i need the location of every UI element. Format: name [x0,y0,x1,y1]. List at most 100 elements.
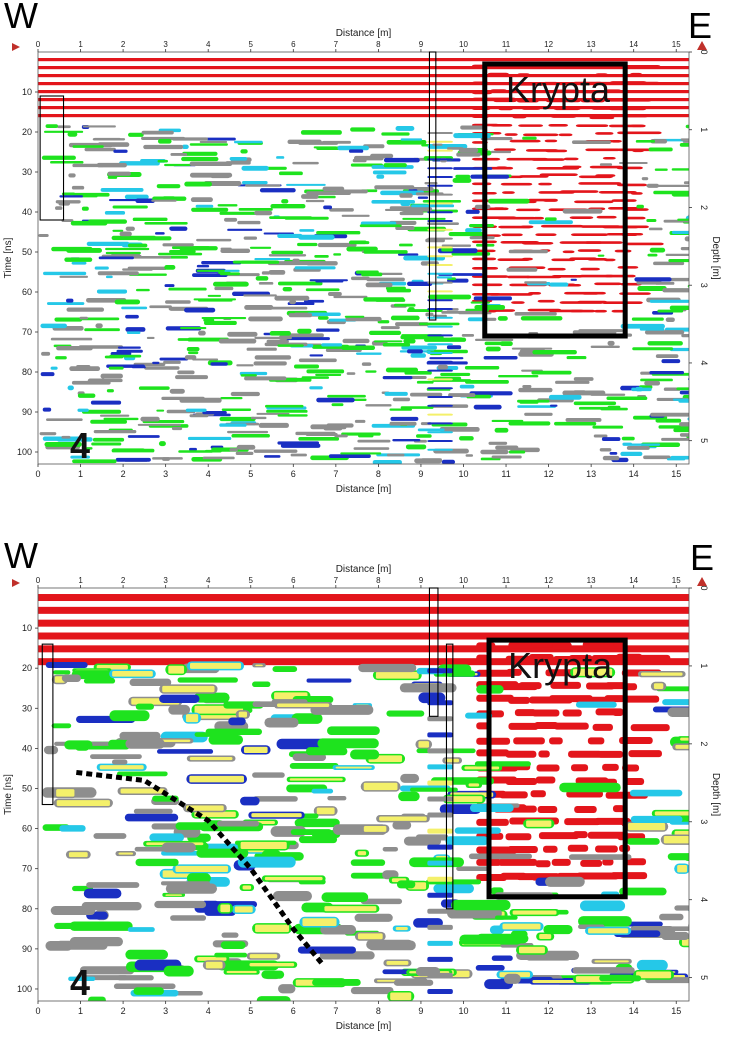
reflection-segment [244,305,274,310]
reflection-segment [266,409,308,413]
reflection-segment [653,261,685,266]
reflection-core [628,822,666,831]
reflection-segment [43,271,87,276]
depth-tick-label: 2 [699,741,709,746]
reflection-segment [350,127,376,132]
reflection-segment [384,391,408,396]
reflection-segment [93,137,121,141]
x-tick-label-bottom: 6 [291,469,296,479]
reflection-segment [351,276,370,281]
reflection-segment [465,228,482,233]
reflection-segment [538,832,580,840]
reflection-segment [292,258,300,263]
reflection-segment [505,750,537,758]
reflection-core [189,662,242,669]
reflection-segment [427,448,453,451]
reflection-segment [397,253,419,256]
reflection-segment [59,275,89,278]
reflection-segment [40,323,67,329]
reflection-segment [353,447,390,450]
reflection-segment [604,682,628,690]
reflection-segment [521,241,554,245]
reflection-segment [427,193,453,196]
reflection-segment [241,165,269,171]
reflection-segment [366,939,414,950]
reflection-segment [398,791,420,802]
reflection-segment [667,707,689,717]
x-tick-label-bottom: 1 [78,1006,83,1016]
reflection-segment [404,371,432,375]
reflection-segment [189,143,228,146]
reflection-segment [595,845,618,853]
reflection-segment [280,443,321,448]
reflection-segment [636,204,644,209]
x-tick-label-top: 11 [502,40,511,49]
reflection-segment [408,307,415,312]
reflection-segment [400,201,411,207]
reflection-core [653,683,664,690]
reflection-segment [156,184,181,189]
reflection-segment [124,194,149,200]
reflection-segment [264,717,299,728]
reflection-segment [285,337,330,341]
reflection-segment [427,290,453,293]
reflection-segment [427,908,453,914]
reflection-segment [159,357,189,361]
reflection-segment [480,449,509,455]
reflection-core [197,956,227,961]
reflection-segment [427,956,453,962]
reflection-segment [589,165,623,169]
reflection-segment [476,818,509,826]
x-tick-label-top: 3 [163,576,168,585]
reflection-segment [580,267,600,271]
reflection-band [38,74,689,78]
reflection-segment [298,836,338,844]
time-tick-label: 20 [22,663,32,673]
reflection-segment [631,654,671,662]
x-tick-label-bottom: 11 [501,469,510,479]
reflection-segment [622,443,661,446]
reflection-segment [125,738,165,749]
reflection-segment [427,828,453,834]
reflection-segment [175,822,214,830]
reflection-segment [400,773,420,783]
reflection-segment [552,89,581,93]
reflection-segment [323,205,333,210]
reflection-segment [427,325,453,328]
x-tick-label-bottom: 15 [671,1006,681,1016]
reflection-segment [426,222,459,225]
reflection-segment [508,421,551,426]
reflection-segment [235,451,254,455]
reflection-segment [483,356,518,360]
reflection-segment [673,428,689,433]
reflection-segment [472,91,493,95]
reflection-segment [88,219,127,224]
reflection-segment [544,139,558,143]
x-tick-label-bottom: 10 [458,1006,468,1016]
reflection-segment [578,916,632,927]
bottom-radargram-panel: 0 0 1 1 2 2 3 3 4 4 5 5 6 6 7 7 8 8 9 9 10 10 11 11 12 12 13 13 14 14… [0,530,735,1056]
reflection-segment [473,404,502,410]
reflection-segment [655,281,675,285]
reflection-segment [437,364,449,370]
reflection-segment [258,422,289,428]
reflection-segment [194,732,236,737]
reflection-segment [518,124,543,127]
reflection-segment [506,267,538,272]
reflection-segment [640,378,673,382]
east-label: E [688,5,713,46]
reflection-core [243,746,268,754]
reflection-core [249,954,278,959]
x-tick-label-top: 6 [291,576,296,585]
depth-tick-label: 0 [699,49,709,54]
reflection-segment [597,254,605,257]
reflection-segment [520,316,563,321]
reflection-segment [288,313,313,318]
reflection-segment [43,745,59,755]
reflection-segment [568,750,603,758]
reflection-segment [290,453,307,457]
reflection-segment [71,185,85,190]
reflection-segment [587,831,628,839]
reflection-segment [577,249,602,252]
reflection-segment [182,151,218,156]
